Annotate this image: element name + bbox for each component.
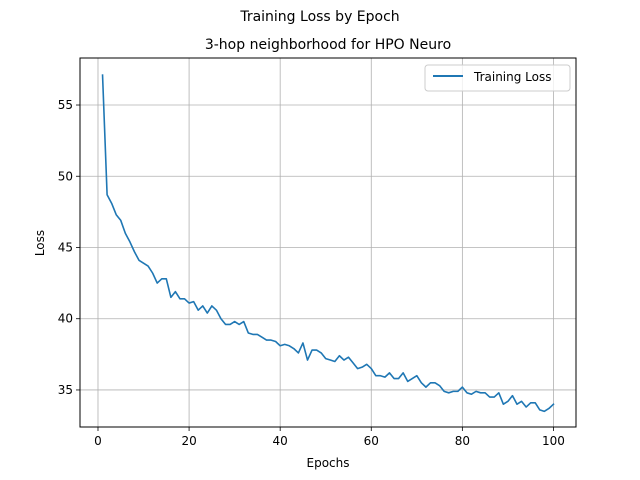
y-tick-label-4: 55 (58, 98, 73, 112)
x-tick-label-3: 60 (364, 434, 379, 448)
chart-title: 3-hop neighborhood for HPO Neuro (205, 37, 451, 53)
y-axis-label: Loss (33, 230, 47, 256)
x-tick-label-0: 0 (94, 434, 102, 448)
x-tick-label-2: 40 (273, 434, 288, 448)
legend-label: Training Loss (473, 70, 551, 84)
x-axis-label: Epochs (307, 456, 350, 470)
y-tick-label-3: 50 (58, 169, 73, 183)
chart-suptitle: Training Loss by Epoch (239, 9, 399, 25)
axis-ticks: 0 20 40 60 80 100 35 40 45 50 55 (58, 98, 565, 448)
series-lines (101, 74, 555, 413)
y-tick-label-2: 45 (58, 240, 73, 254)
plot-frame (79, 57, 577, 428)
x-tick-label-5: 100 (542, 434, 565, 448)
y-tick-label-0: 35 (58, 383, 73, 397)
y-tick-label-1: 40 (58, 312, 73, 326)
series-line-0 (101, 74, 555, 413)
grid-lines (80, 58, 576, 427)
x-tick-label-1: 20 (181, 434, 196, 448)
x-tick-label-4: 80 (455, 434, 470, 448)
legend-box (424, 64, 571, 92)
legend: Training Loss (424, 64, 571, 92)
